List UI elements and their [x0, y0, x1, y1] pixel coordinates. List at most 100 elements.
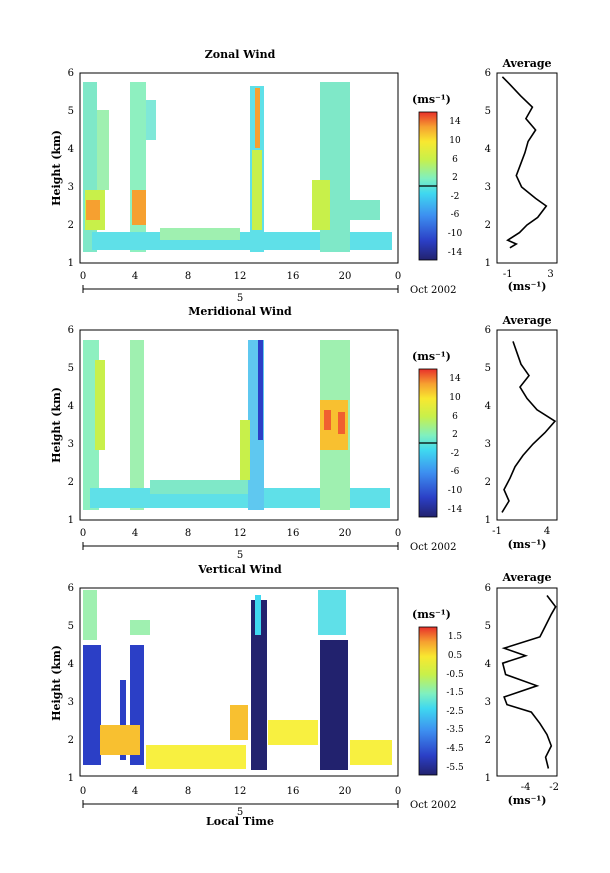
ytick-label: 2 [485, 220, 491, 231]
ytick-label: 5 [68, 621, 74, 632]
wind-patch [255, 88, 260, 148]
ytick-label: 1 [485, 773, 491, 784]
plot-frame [79, 72, 399, 264]
panel-zonal: Zonal Wind Height (km) 1 2 3 4 5 6 [50, 48, 558, 304]
wind-patch [318, 590, 346, 635]
wind-patch [150, 480, 250, 494]
ytick-label: 5 [485, 621, 491, 632]
day-label: 5 [237, 550, 243, 561]
xtick-labels: 0 4 8 12 16 20 0 [80, 528, 401, 539]
wind-patch [130, 340, 144, 510]
profile-frame [496, 72, 558, 264]
date-label: Oct 2002 [410, 542, 456, 553]
y-axis-label: Height (km) [50, 130, 63, 206]
average-profile-line [501, 76, 548, 249]
ytick-label: 2 [485, 477, 491, 488]
colorbar-tick: -2 [451, 192, 460, 202]
day-bar: 5 [82, 542, 399, 561]
wind-patch [146, 745, 246, 769]
profile-frame [496, 329, 558, 521]
ytick-label: 4 [68, 401, 74, 412]
wind-patch [252, 150, 262, 230]
date-label: Oct 2002 [410, 800, 456, 811]
xtick-labels: 0 4 8 12 16 20 0 [80, 271, 401, 282]
colorbar [418, 626, 438, 776]
y-axis-label: Height (km) [50, 387, 63, 463]
ytick-label: 4 [485, 659, 491, 670]
heatmap-field [83, 590, 392, 770]
xtick-label: 0 [395, 271, 401, 282]
colorbar-tick: -10 [448, 486, 463, 496]
ytick-label: 3 [485, 439, 491, 450]
wind-patch [350, 200, 380, 220]
xtick-label: 16 [287, 271, 300, 282]
ytick-labels: 1 2 3 4 5 6 [68, 68, 74, 269]
xtick-label: 0 [395, 528, 401, 539]
colorbar-tick: 2 [452, 430, 458, 440]
wind-patch [251, 600, 267, 770]
ytick-label: 3 [68, 182, 74, 193]
ytick-label: 4 [485, 401, 491, 412]
xtick-label: 0 [80, 528, 86, 539]
wind-patch [240, 420, 250, 480]
panel-title: Vertical Wind [197, 563, 282, 576]
xtick-label: 12 [234, 528, 247, 539]
average-profile-line [501, 595, 557, 769]
profile-title: Average [501, 57, 551, 70]
colorbar-unit: (ms⁻¹) [412, 350, 451, 363]
plot-frame [79, 587, 399, 777]
colorbar-ticks: 14 10 6 2 -2 -6 -10 -14 [448, 374, 463, 515]
colorbar-tick: 14 [449, 117, 461, 127]
colorbar-tick: -14 [448, 505, 463, 515]
wind-patch [258, 340, 263, 440]
colorbar-tick: -2.5 [446, 707, 464, 717]
wind-patch [350, 740, 392, 765]
wind-patch [95, 360, 105, 450]
ytick-label: 5 [485, 106, 491, 117]
xtick-label: 8 [185, 271, 191, 282]
x-axis-label: Local Time [206, 815, 274, 828]
day-bar: 5 [82, 800, 399, 818]
xtick-label: 16 [287, 786, 300, 797]
ytick-label: 5 [68, 363, 74, 374]
ytick-label: 4 [68, 144, 74, 155]
ytick-label: 3 [485, 697, 491, 708]
colorbar-tick: -14 [448, 248, 463, 258]
ytick-label: 2 [485, 735, 491, 746]
wind-patch [160, 228, 240, 240]
colorbar-tick: 10 [449, 136, 461, 146]
wind-patch [268, 720, 318, 745]
colorbar-tick: -4.5 [446, 744, 464, 754]
xtick-label: 8 [185, 528, 191, 539]
xtick-label: 20 [339, 271, 352, 282]
wind-patch [100, 725, 140, 755]
xtick-label: 12 [234, 786, 247, 797]
wind-patch [132, 190, 146, 225]
ytick-label: 3 [485, 182, 491, 193]
profile-xtick-label: 4 [544, 526, 550, 537]
profile-yticks: 1 2 3 4 5 6 [485, 325, 491, 526]
profile-yticks: 1 2 3 4 5 6 [485, 68, 491, 269]
xtick-label: 20 [339, 786, 352, 797]
ytick-label: 6 [68, 68, 74, 79]
profile-unit: (ms⁻¹) [508, 794, 547, 807]
colorbar-tick: 2 [452, 173, 458, 183]
wind-patch [130, 82, 146, 252]
panel-meridional: Meridional Wind Height (km) 1 2 3 4 5 6 [50, 305, 558, 561]
ytick-label: 2 [68, 220, 74, 231]
wind-patch [130, 620, 150, 635]
colorbar-tick: 6 [452, 412, 458, 422]
ytick-label: 4 [485, 144, 491, 155]
profile-xtick-label: -1 [492, 526, 502, 537]
panel-vertical: Vertical Wind Height (km) 1 2 3 4 5 6 [50, 563, 559, 828]
xtick-label: 4 [132, 528, 138, 539]
xtick-label: 16 [287, 528, 300, 539]
colorbar-tick: -1.5 [446, 688, 464, 698]
colorbar-tick: 6 [452, 155, 458, 165]
profile-xtick-label: -4 [521, 782, 531, 793]
panel-title: Meridional Wind [188, 305, 292, 318]
profile-xtick-label: -1 [503, 269, 513, 280]
xtick-label: 0 [80, 271, 86, 282]
colorbar-tick: -5.5 [446, 763, 464, 773]
ytick-label: 6 [485, 68, 491, 79]
